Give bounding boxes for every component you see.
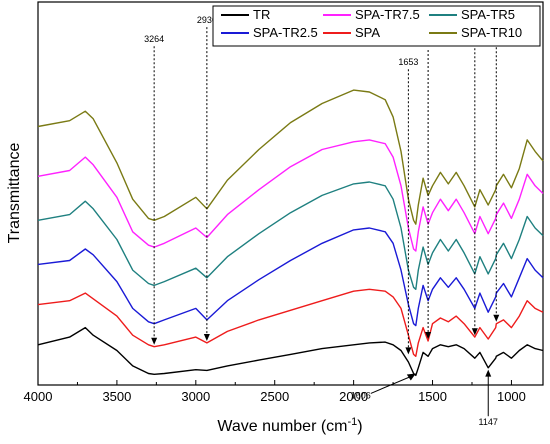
x-tick-label-2000: 2000 xyxy=(339,389,368,404)
annotation-1147-arrowhead xyxy=(485,369,492,377)
legend-label-spa: SPA xyxy=(355,25,380,40)
x-tick-label-3500: 3500 xyxy=(102,389,131,404)
legend-label-spa-tr10: SPA-TR10 xyxy=(461,25,522,40)
annotation-1096-arrowhead xyxy=(493,314,500,322)
series-line-spa-tr5 xyxy=(37,181,544,290)
annotation-1232-arrowhead xyxy=(471,328,478,336)
x-tick-label-4000: 4000 xyxy=(24,389,53,404)
x-tick-label-1500: 1500 xyxy=(418,389,447,404)
x-tick-label-2500: 2500 xyxy=(260,389,289,404)
legend-label-spa-tr2-5: SPA-TR2.5 xyxy=(253,25,318,40)
x-tick-label-3000: 3000 xyxy=(181,389,210,404)
y-axis-title: Transmittance xyxy=(6,143,23,244)
series-line-spa-tr10 xyxy=(37,89,544,225)
legend: TR SPA-TR2.5 SPA-TR7.5 SPA SPA-TR5 SPA-TR10 xyxy=(212,5,541,47)
annotation-1528-arrowhead xyxy=(425,332,432,340)
annotation-2930-arrowhead xyxy=(203,333,210,341)
legend-box xyxy=(212,5,541,47)
annotation-1653-arrowhead xyxy=(405,347,412,355)
annotation-layer: 32642930165315281232109616061147 xyxy=(144,11,506,427)
annotation-1606-arrowhead xyxy=(406,373,416,381)
annotation-1653-label: 1653 xyxy=(398,57,418,67)
annotation-1147-label: 1147 xyxy=(479,417,498,427)
annotation-2930-label: 2930 xyxy=(197,15,217,25)
series-line-spa-tr7-5 xyxy=(37,139,544,252)
series-line-spa xyxy=(37,288,544,357)
annotation-1606-label: 1606 xyxy=(351,390,371,400)
legend-label-spa-tr7-5: SPA-TR7.5 xyxy=(355,7,420,22)
x-tick-label-1000: 1000 xyxy=(497,389,526,404)
series-line-tr xyxy=(37,326,544,377)
legend-label-tr: TR xyxy=(253,7,270,22)
x-axis: 4000 3500 3000 2500 2000 1500 1000 xyxy=(24,380,526,404)
annotation-3264-label: 3264 xyxy=(144,34,164,44)
legend-label-spa-tr5: SPA-TR5 xyxy=(461,7,515,22)
annotation-3264-arrowhead xyxy=(151,337,158,345)
annotation-1606-line xyxy=(370,376,411,394)
series-layer xyxy=(37,89,544,377)
x-axis-title: Wave number (cm-1) xyxy=(217,416,362,435)
